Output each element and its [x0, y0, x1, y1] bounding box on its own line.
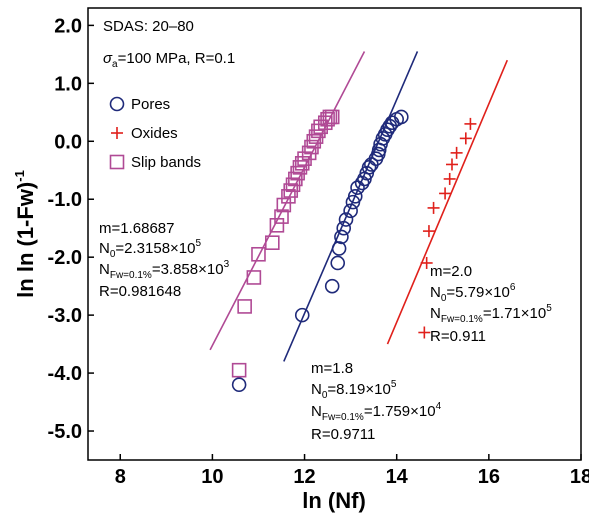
- slip-n0: N0=2.3158×105: [99, 238, 202, 260]
- legend-oxides-label: Oxides: [131, 125, 178, 142]
- slip-bands-point: [246, 270, 262, 285]
- slip-bands-point: [274, 209, 289, 224]
- pores-point: [324, 278, 340, 294]
- oxides-fit-line: [386, 59, 509, 345]
- pores-point: [338, 212, 354, 227]
- y-tick-label: 2.0: [54, 15, 82, 37]
- x-tick-label: 12: [293, 466, 315, 488]
- oxides-point: [459, 132, 472, 145]
- axis-ticks: 8 10 12 14 16 18 2.0 1.0 0.0 -1.0 -2.0 -3.0 -4.0 -5.0: [48, 15, 589, 488]
- slip-bands-params: m=1.68687 N0=2.3158×105 NFw=0.1%=3.858×1…: [99, 220, 230, 300]
- oxides-params: m=2.0 N0=5.79×106 NFw=0.1%=1.71×105 R=0.…: [430, 263, 552, 345]
- oxides-r: R=0.911: [430, 328, 486, 345]
- legend-oxides-marker: [111, 127, 123, 139]
- pores-point: [330, 255, 346, 271]
- plot-area: [87, 7, 582, 461]
- sigma-symbol: σ: [103, 50, 113, 67]
- oxides-point: [422, 225, 435, 238]
- oxides-point: [450, 146, 463, 159]
- y-tick-label: -4.0: [48, 363, 82, 385]
- x-tick-label: 18: [570, 466, 589, 488]
- pores-fit-line: [283, 51, 419, 362]
- header-stress: σa=100 MPa, R=0.1: [103, 50, 235, 70]
- pores-point: [394, 109, 409, 125]
- pores-point: [294, 307, 310, 323]
- slip-bands-point: [320, 111, 335, 127]
- slip-bands-point: [269, 218, 285, 233]
- oxides-point: [439, 187, 452, 200]
- pores-point: [334, 229, 349, 245]
- oxides-n0: N0=5.79×106: [430, 282, 516, 304]
- slip-bands-point: [306, 133, 322, 149]
- oxides-point: [427, 201, 440, 214]
- y-tick-label: -3.0: [48, 305, 82, 327]
- oxides-point: [420, 256, 433, 269]
- slip-bands-point: [276, 197, 292, 213]
- pores-m: m=1.8: [311, 360, 353, 377]
- legend-pores-label: Pores: [131, 96, 170, 113]
- oxides-point: [445, 158, 458, 171]
- pores-params: m=1.8 N0=8.19×105 NFw=0.1%=1.759×104 R=0…: [311, 360, 442, 443]
- pores-n0: N0=8.19×105: [311, 379, 397, 401]
- y-axis-title: ln ln (1-Fw)-1: [12, 170, 38, 298]
- header-sdas: SDAS: 20–80: [103, 18, 194, 35]
- stress-rest: =100 MPa, R=0.1: [118, 50, 236, 67]
- oxides-point: [418, 326, 431, 339]
- y-tick-label: -5.0: [48, 421, 82, 443]
- pores-nfw: NFw=0.1%=1.759×104: [311, 401, 442, 423]
- legend: Pores Oxides Slip bands: [109, 96, 201, 171]
- slip-bands-point: [251, 246, 266, 262]
- slip-bands-point: [324, 109, 340, 125]
- oxides-point: [464, 117, 477, 130]
- oxides-point: [443, 172, 456, 185]
- oxides-nfw: NFw=0.1%=1.71×105: [430, 303, 552, 325]
- y-tick-label: 1.0: [54, 73, 82, 95]
- y-tick-label: 0.0: [54, 131, 82, 153]
- pores-point: [347, 189, 363, 204]
- data-markers: [231, 109, 477, 392]
- legend-slip-bands-marker: [109, 154, 125, 170]
- pores-point: [343, 203, 358, 219]
- slip-m: m=1.68687: [99, 220, 174, 237]
- slip-bands-point: [231, 362, 247, 378]
- pores-point: [231, 377, 247, 392]
- x-tick-label: 10: [201, 466, 223, 488]
- pores-point: [331, 241, 347, 256]
- slip-bands-point: [292, 160, 308, 175]
- slip-nfw: NFw=0.1%=3.858×103: [99, 259, 230, 281]
- pores-point: [336, 220, 352, 236]
- x-axis-title: ln (Nf): [302, 488, 366, 513]
- slip-bands-point: [237, 299, 252, 314]
- slip-r: R=0.981648: [99, 283, 181, 300]
- pores-r: R=0.9711: [311, 426, 375, 443]
- y-tick-label: -2.0: [48, 247, 82, 269]
- legend-slip-bands-label: Slip bands: [131, 154, 201, 171]
- slip-bands-point: [264, 235, 280, 250]
- x-tick-label: 16: [478, 466, 500, 488]
- sigma-subscript: a: [112, 59, 118, 70]
- x-tick-label: 14: [386, 466, 409, 488]
- legend-pores-marker: [109, 96, 125, 112]
- y-tick-label: -1.0: [48, 189, 82, 211]
- oxides-m: m=2.0: [430, 263, 472, 280]
- slip-bands-fit-line: [209, 51, 366, 351]
- x-tick-label: 8: [115, 466, 126, 488]
